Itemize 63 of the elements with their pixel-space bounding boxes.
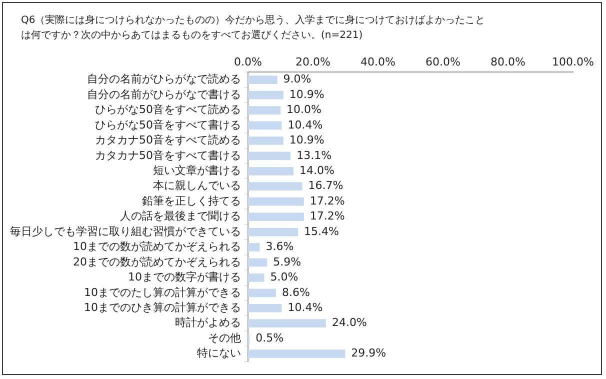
bar [248, 319, 326, 328]
y-tick-label: 10までの数が読めてかぞえられる [73, 240, 241, 254]
bar [248, 76, 278, 84]
y-tick-label: 時計がよめる [175, 316, 241, 330]
x-tick-label: 40.0% [360, 55, 396, 68]
chart-title: Q6（実際には身につけられなかったものの）今だから思う、入学までに身につけておけばよかったことは何ですか？次の中からあてはまるものをすべてお選びください。(n=221) [21, 14, 486, 43]
y-tick-label: 10までの数字が書ける [128, 270, 241, 284]
y-tick-label: カタカナ50音をすべて読める [95, 134, 241, 147]
data-label: 3.6% [266, 240, 294, 254]
bar [248, 166, 294, 176]
bar [248, 121, 282, 130]
data-label: 10.9% [289, 88, 324, 101]
data-label: 17.2% [310, 210, 345, 223]
y-tick-label: 短い文章が書ける [153, 164, 241, 177]
data-label: 10.4% [288, 118, 323, 132]
data-label: 10.4% [288, 300, 323, 314]
x-tick-label: 100.0% [552, 55, 594, 68]
y-tick-label: 鉛筆を正しく持てる [142, 194, 241, 208]
y-tick-label: 特にない [197, 346, 241, 360]
data-label: 29.9% [351, 346, 386, 360]
bar [248, 106, 281, 114]
y-tick-label: 自分の名前がひらがなで書ける [87, 88, 241, 101]
y-tick-label: カタカナ50音をすべて書ける [95, 148, 241, 162]
x-tick-label: 0.0% [234, 55, 262, 68]
bar [248, 212, 304, 221]
x-tick-label: 60.0% [426, 55, 460, 68]
bar [248, 182, 302, 191]
y-tick-label: 20までの数が読めてかぞえられる [73, 255, 241, 268]
bar [248, 90, 284, 100]
x-tick-label: 80.0% [490, 55, 526, 68]
y-tick-label: 本に親しんでいる [153, 179, 241, 192]
bar [248, 197, 304, 206]
data-label: 5.0% [270, 270, 298, 284]
bar [248, 288, 276, 298]
data-label: 5.9% [273, 255, 302, 268]
bar [248, 136, 284, 145]
y-tick-label: 自分の名前がひらがなで読める [87, 72, 241, 86]
y-tick-label: ひらがな50音をすべて書ける [95, 118, 241, 132]
y-tick-label: 人の話を最後まで聞ける [120, 210, 241, 223]
bar [248, 274, 264, 282]
y-tick-label: 毎日少しでも学習に取り組む習慣ができている [10, 224, 241, 238]
y-tick-label: その他 [208, 331, 241, 344]
bar [248, 304, 282, 312]
data-label: 0.5% [256, 331, 284, 344]
bar [248, 258, 268, 267]
data-label: 24.0% [332, 316, 367, 330]
x-tick-label: 20.0% [296, 55, 330, 68]
data-label: 15.4% [304, 224, 340, 238]
bar [248, 350, 346, 358]
data-label: 17.2% [310, 194, 345, 208]
bar [248, 228, 298, 236]
bar [248, 152, 291, 160]
data-label: 16.7% [308, 179, 344, 192]
y-tick-label: 10までのたし算の計算ができる [84, 286, 241, 299]
data-label: 9.0% [283, 72, 312, 86]
bar [248, 243, 260, 252]
data-label: 10.9% [289, 134, 324, 147]
data-label: 10.0% [286, 103, 322, 116]
data-label: 14.0% [300, 164, 334, 177]
y-tick-label: 10までのひき算の計算ができる [84, 300, 241, 314]
data-label: 8.6% [282, 286, 310, 299]
y-tick-label: ひらがな50音をすべて読める [95, 103, 241, 116]
data-label: 13.1% [296, 148, 332, 162]
